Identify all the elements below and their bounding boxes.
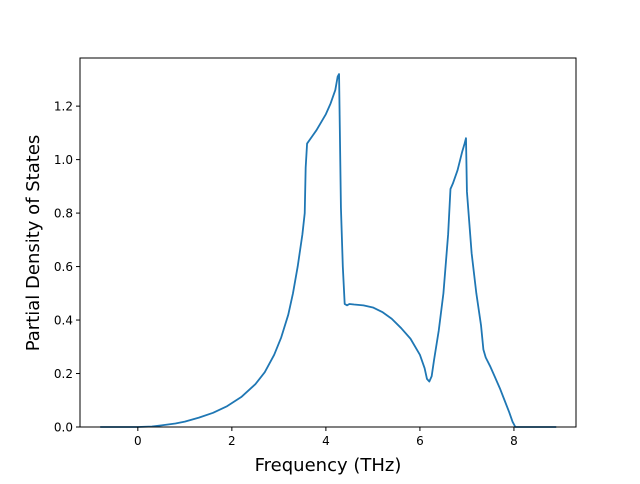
x-tick-label: 0 — [134, 434, 142, 448]
y-axis-label: Partial Density of States — [23, 135, 44, 352]
y-tick-label: 0.2 — [54, 367, 73, 381]
plot-area — [100, 73, 557, 428]
series-line-0 — [100, 73, 557, 428]
x-tick-label: 8 — [510, 434, 518, 448]
y-tick-label: 0.6 — [54, 260, 73, 274]
x-tick-label: 2 — [228, 434, 236, 448]
y-axis-ticks: 0.0 0.2 0.4 0.6 0.8 1.0 1.2 — [54, 100, 80, 435]
axes-frame — [79, 57, 577, 428]
y-tick-label: 0.0 — [54, 421, 73, 435]
y-tick-label: 0.8 — [54, 207, 73, 221]
y-tick-label: 0.4 — [54, 314, 73, 328]
x-axis-label: Frequency (THz) — [255, 455, 402, 476]
x-tick-label: 4 — [322, 434, 330, 448]
x-tick-label: 6 — [416, 434, 424, 448]
x-axis-ticks: 0 2 4 6 8 — [134, 427, 518, 448]
y-tick-label: 1.0 — [54, 153, 73, 167]
y-tick-label: 1.2 — [54, 100, 73, 114]
